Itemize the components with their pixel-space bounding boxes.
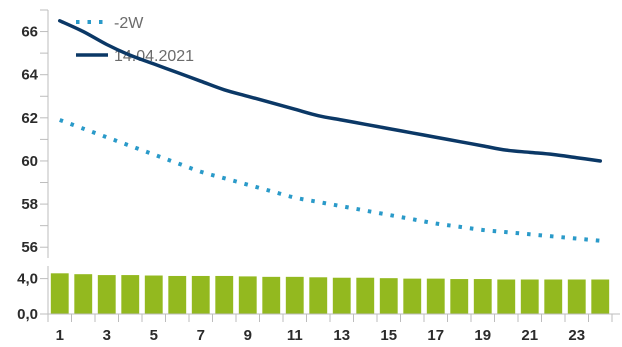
bar: [497, 279, 516, 314]
bar: [544, 279, 563, 314]
bar: [520, 279, 539, 314]
x-tick-label: 5: [150, 327, 158, 344]
bar: [97, 275, 116, 314]
bar: [168, 275, 187, 314]
bar: [144, 275, 163, 314]
bar-y-tick-label: 0,0: [17, 306, 38, 323]
y-tick-label: 60: [21, 153, 38, 170]
legend: -2W 14.04.2021: [76, 15, 194, 65]
bar: [74, 274, 93, 314]
bar: [309, 277, 328, 314]
y-tick-label: 66: [21, 24, 38, 41]
y-tick-label: 58: [21, 196, 38, 213]
x-tick-label: 1: [56, 327, 64, 344]
y-tick-label: 56: [21, 239, 38, 256]
x-axis: 1 3 5 7 9 11 13 15 17 19 21 23: [47, 313, 620, 344]
bar: [356, 277, 375, 314]
series-2w-line: [59, 118, 601, 243]
x-tick-label: 7: [197, 327, 205, 344]
x-tick-label: 9: [244, 327, 252, 344]
bar: [426, 278, 445, 314]
y-tick-label: 62: [21, 110, 38, 127]
bar: [191, 275, 210, 314]
legend-label: 14.04.2021: [114, 48, 194, 65]
x-tick-label: 21: [521, 327, 538, 344]
bar: [403, 278, 422, 314]
legend-item: 14.04.2021: [76, 48, 194, 65]
bar: [50, 273, 69, 314]
bar: [379, 278, 398, 314]
bar: [285, 276, 304, 314]
bar: [450, 279, 469, 314]
legend-label: -2W: [114, 15, 144, 32]
bar-y-tick-label: 4,0: [17, 271, 38, 288]
x-tick-label: 23: [568, 327, 585, 344]
legend-item: -2W: [76, 15, 144, 32]
bar: [332, 277, 351, 314]
bar: [591, 279, 610, 314]
line-panel: 56 58 60 62 64 66: [21, 9, 602, 258]
x-tick-label: 13: [333, 327, 350, 344]
bar: [121, 275, 140, 314]
bar: [262, 276, 281, 314]
bar: [567, 279, 586, 314]
y-tick-label: 64: [21, 67, 38, 84]
bar: [238, 276, 257, 314]
bar: [215, 275, 234, 314]
x-tick-label: 17: [427, 327, 444, 344]
x-tick-label: 3: [103, 327, 111, 344]
x-tick-label: 19: [474, 327, 491, 344]
bar-panel: 0,0 4,0: [17, 266, 610, 323]
series-14-04-2021-line: [58, 19, 602, 163]
x-tick-label: 11: [287, 327, 303, 344]
bar: [473, 279, 492, 314]
x-tick-label: 15: [380, 327, 397, 344]
